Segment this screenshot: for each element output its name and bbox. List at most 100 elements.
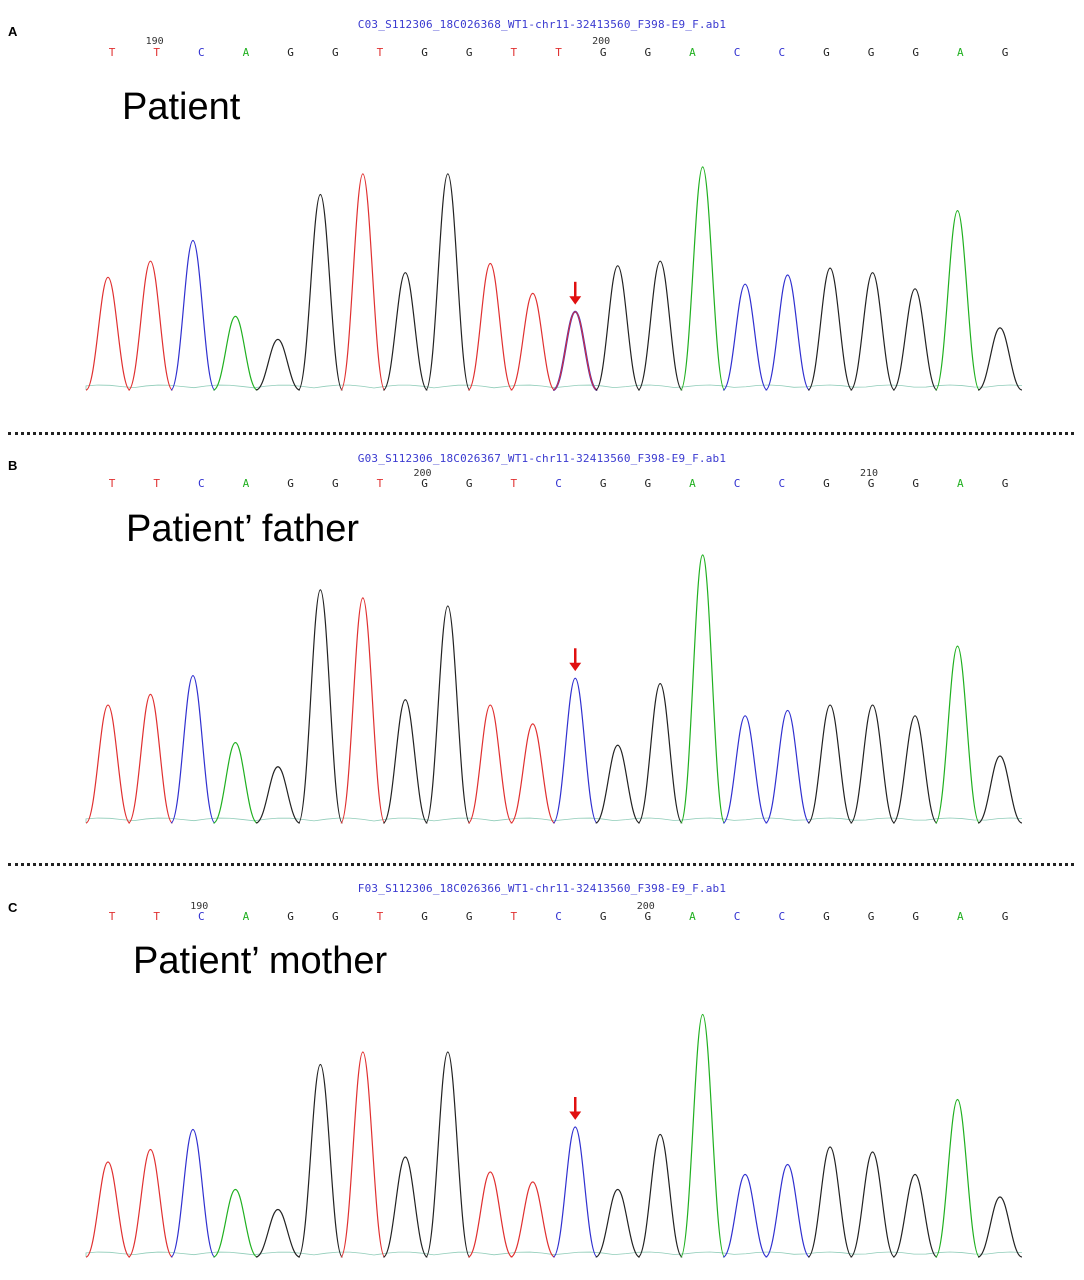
trace-peak-guanine [382, 699, 428, 824]
trace-peak-adenine [213, 315, 258, 391]
trace-file-name: C03_S112306_18C026368_WT1-chr11-32413560… [357, 18, 727, 31]
trace-peak-thymine [85, 1161, 131, 1258]
base-call-adenine: A [957, 477, 964, 490]
trace-file-name: F03_S112306_18C026366_WT1-chr11-32413560… [357, 882, 727, 895]
base-call-cytosine: C [734, 46, 741, 59]
base-call-guanine: G [912, 910, 919, 923]
base-call-thymine: T [153, 477, 160, 490]
base-call-thymine: T [109, 46, 116, 59]
base-call-guanine: G [466, 46, 473, 59]
trace-peak-thymine [127, 1148, 174, 1258]
trace-peak-adenine [212, 741, 258, 824]
trace-peak-cytosine [722, 715, 768, 824]
base-call-adenine: A [957, 46, 964, 59]
base-call-cytosine: C [778, 477, 785, 490]
base-call-thymine: T [153, 46, 160, 59]
variant-arrow-icon [569, 281, 582, 305]
panel-c: C F03_S112306_18C026366_WT1-chr11-324135… [0, 862, 1084, 1280]
base-call-guanine: G [912, 46, 919, 59]
trace-peak-thymine [340, 173, 386, 391]
base-call-guanine: G [823, 477, 830, 490]
trace-peak-cytosine [170, 239, 216, 391]
trace-peak-guanine [850, 704, 896, 824]
trace-peak-guanine [637, 260, 683, 391]
trace-peak-guanine [850, 1151, 896, 1258]
trace-peak-guanine [850, 272, 896, 391]
panel-divider [8, 432, 1074, 435]
trace-peak-adenine [680, 166, 726, 391]
base-call-cytosine: C [198, 477, 205, 490]
trace-peak-guanine [425, 1051, 471, 1258]
trace-peak-thymine [85, 276, 131, 391]
base-call-guanine: G [287, 910, 294, 923]
trace-peak-guanine [382, 1156, 428, 1258]
trace-peak-cytosine [552, 1126, 598, 1258]
base-call-guanine: G [868, 477, 875, 490]
trace-peak-guanine [807, 267, 853, 391]
trace-peak-guanine [595, 1188, 641, 1258]
base-call-guanine: G [1002, 910, 1009, 923]
base-call-adenine: A [689, 910, 696, 923]
trace-peak-guanine [425, 173, 471, 391]
base-call-guanine: G [600, 477, 607, 490]
variant-arrow-icon [569, 648, 582, 672]
subject-label: Patient’ mother [133, 940, 388, 982]
base-call-thymine: T [109, 910, 116, 923]
trace-peak-cytosine [722, 283, 768, 391]
trace-peak-guanine [297, 589, 343, 824]
trace-peak-thymine [340, 1051, 386, 1258]
base-call-guanine: G [644, 477, 651, 490]
position-marker: 200 [637, 901, 655, 912]
base-call-guanine: G [823, 910, 830, 923]
base-call-thymine: T [555, 46, 562, 59]
baseline-noise [85, 817, 1023, 823]
panel-letter: B [8, 458, 18, 473]
base-call-adenine: A [957, 910, 964, 923]
base-call-adenine: A [243, 46, 250, 59]
base-call-guanine: G [332, 477, 339, 490]
trace-peak-guanine [977, 1196, 1023, 1258]
base-call-cytosine: C [555, 477, 562, 490]
trace-peak-cytosine [765, 274, 811, 391]
trace-peak-thymine [127, 693, 174, 824]
base-call-adenine: A [243, 910, 250, 923]
trace-peak-adenine [934, 209, 981, 391]
base-call-thymine: T [377, 477, 384, 490]
trace-peak-guanine [892, 288, 938, 391]
trace-peak-thymine [340, 597, 386, 824]
panel-divider [8, 863, 1074, 866]
trace-peak-cytosine [722, 1173, 768, 1258]
trace-peak-guanine [977, 327, 1023, 391]
trace-peak-guanine [255, 338, 301, 391]
base-call-guanine: G [332, 910, 339, 923]
trace-peak-guanine [637, 683, 683, 824]
trace-peak-thymine [510, 1181, 556, 1258]
trace-peak-thymine [467, 704, 513, 824]
base-call-guanine: G [421, 477, 428, 490]
trace-peak-thymine [85, 704, 131, 824]
position-marker: 200 [414, 468, 432, 479]
base-call-guanine: G [600, 910, 607, 923]
base-call-adenine: A [689, 477, 696, 490]
trace-peak-cytosine [552, 677, 598, 824]
base-call-thymine: T [153, 910, 160, 923]
panel-a: A C03_S112306_18C026368_WT1-chr11-324135… [0, 0, 1084, 425]
chromatogram: T T C A G G T G G T C G G A C C G G G A G 190 200 [85, 901, 1023, 1258]
base-call-cytosine: C [778, 910, 785, 923]
base-call-thymine: T [377, 46, 384, 59]
base-call-thymine: T [511, 477, 518, 490]
base-call-guanine: G [421, 910, 428, 923]
position-marker: 210 [860, 468, 878, 479]
base-call-thymine: T [377, 910, 384, 923]
variant-arrow-icon [569, 1097, 582, 1120]
trace-peak-guanine [382, 272, 428, 391]
trace-peak-guanine [255, 1208, 301, 1258]
trace-peak-adenine [213, 1188, 258, 1258]
baseline-noise [85, 1251, 1023, 1257]
trace-peak-thymine [467, 262, 513, 391]
base-call-thymine: T [511, 910, 518, 923]
subject-label: Patient’ father [126, 508, 360, 550]
base-call-guanine: G [644, 46, 651, 59]
trace-peak-guanine [595, 265, 641, 391]
panel-b: B G03_S112306_18C026367_WT1-chr11-324135… [0, 430, 1084, 860]
